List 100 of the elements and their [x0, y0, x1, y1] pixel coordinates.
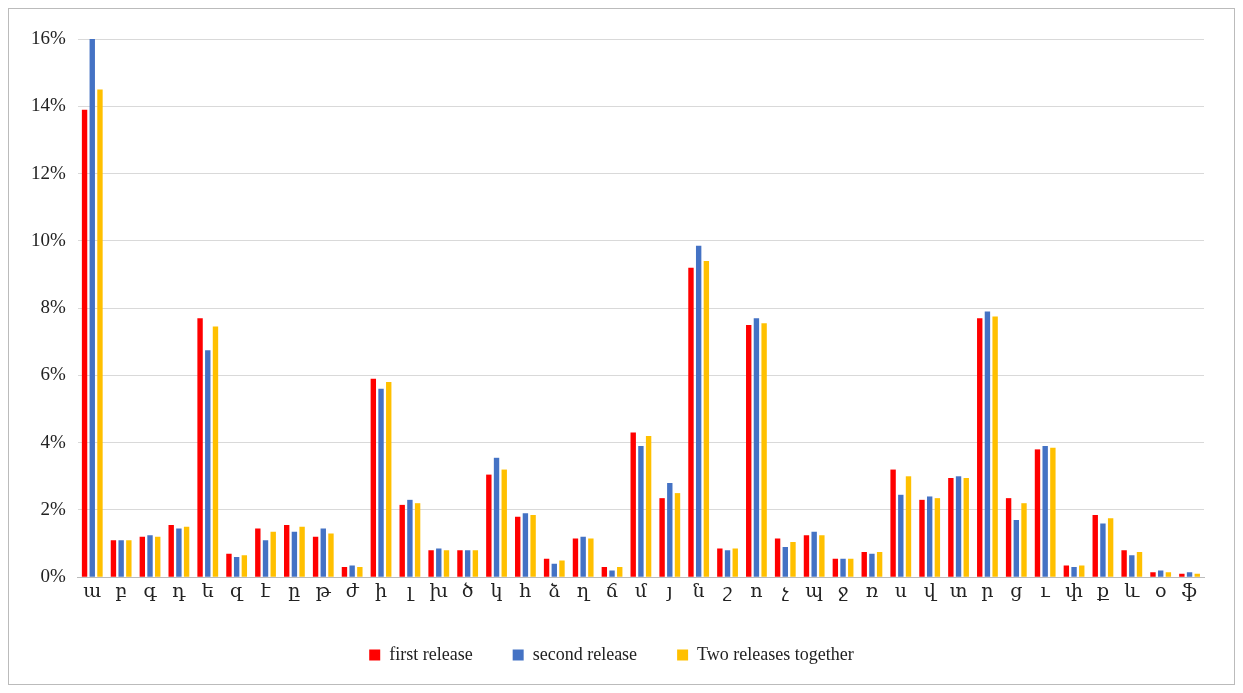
bar [299, 526, 305, 577]
bar [1165, 572, 1172, 577]
bar [501, 469, 507, 577]
y-tick-label: 4% [40, 430, 66, 452]
bar [724, 550, 731, 577]
bar [205, 350, 211, 577]
legend-label: first release [389, 643, 473, 664]
bar [341, 567, 348, 577]
bar [588, 538, 594, 577]
bar [176, 528, 182, 577]
bar [262, 540, 269, 577]
y-tick-label: 10% [31, 228, 66, 250]
x-tick-label: ց [1010, 579, 1023, 601]
bar [819, 535, 825, 577]
x-tick-label: ֆ [1181, 579, 1198, 601]
bar [992, 316, 998, 577]
bar [472, 550, 479, 577]
bar [1050, 447, 1056, 577]
bar [774, 538, 781, 577]
bar [869, 553, 875, 577]
bar [926, 496, 933, 577]
bar [81, 109, 88, 577]
x-tick-label: ժ [345, 579, 360, 601]
bar [1150, 572, 1156, 577]
bar [1107, 518, 1114, 577]
bar [543, 558, 550, 577]
bar [226, 553, 232, 577]
bar [1071, 567, 1077, 577]
legend-label: second release [532, 643, 638, 664]
bar [617, 567, 623, 577]
bar [457, 550, 463, 577]
x-tick-label: թ [315, 579, 332, 601]
y-tick-label: 16% [31, 26, 66, 48]
bar [370, 378, 377, 577]
x-tick-label: ա [83, 579, 102, 601]
bar [312, 536, 319, 577]
bar [984, 311, 991, 577]
x-tick-label: ճ [605, 579, 619, 601]
x-tick-label: ռ [865, 579, 879, 601]
bar [443, 550, 450, 577]
x-tick-label: ի [375, 579, 388, 601]
x-tick-label: խ [429, 579, 449, 601]
bar [1079, 565, 1085, 577]
bar [955, 476, 962, 577]
x-tick-label: կ [490, 579, 503, 601]
bar [948, 477, 954, 577]
bar [97, 89, 103, 577]
x-tick-label: ք [1096, 579, 1109, 601]
bar [695, 245, 702, 577]
x-tick-label: փ [1065, 579, 1084, 601]
bar [118, 540, 124, 577]
x-tick-label: ը [288, 579, 301, 601]
bar [328, 533, 334, 577]
bar [407, 499, 413, 577]
bar [919, 499, 925, 577]
x-tick-label: ւ [1040, 579, 1051, 601]
bar [139, 536, 146, 577]
bar [580, 536, 586, 577]
bar [386, 382, 392, 577]
bar [963, 477, 969, 577]
y-tick-label: 2% [40, 497, 66, 519]
x-tick-label: տ [949, 579, 968, 601]
bar [255, 528, 261, 577]
x-tick-label: ջ [837, 579, 849, 601]
bar [890, 469, 896, 577]
bar [638, 446, 644, 577]
x-tick-label: և [1124, 579, 1141, 601]
bar [559, 560, 565, 577]
bar [291, 531, 298, 577]
x-tick-label: ո [750, 579, 763, 601]
bar [630, 432, 636, 577]
bar [284, 525, 290, 577]
bar [746, 324, 752, 577]
bar [898, 494, 904, 577]
bar [530, 514, 536, 577]
bar [1042, 446, 1048, 577]
bar [703, 261, 710, 577]
bar [399, 504, 405, 577]
bar [659, 498, 665, 577]
bar [486, 474, 492, 577]
x-tick-label: գ [143, 579, 158, 601]
bar [1129, 555, 1135, 577]
x-tick-label: ն [692, 579, 705, 601]
bar [378, 388, 384, 577]
bar [197, 318, 203, 577]
bar [233, 557, 240, 577]
bar [436, 548, 442, 577]
bar [572, 538, 579, 577]
bar [934, 498, 941, 577]
bar [688, 267, 694, 577]
bar [674, 493, 681, 577]
bar [667, 483, 673, 577]
bar [241, 555, 248, 577]
bar [155, 536, 161, 577]
bar [1157, 570, 1164, 577]
bar [349, 565, 355, 577]
bar [717, 548, 723, 577]
y-tick-label: 6% [40, 363, 66, 385]
bar [320, 528, 326, 577]
bar [1005, 498, 1012, 577]
